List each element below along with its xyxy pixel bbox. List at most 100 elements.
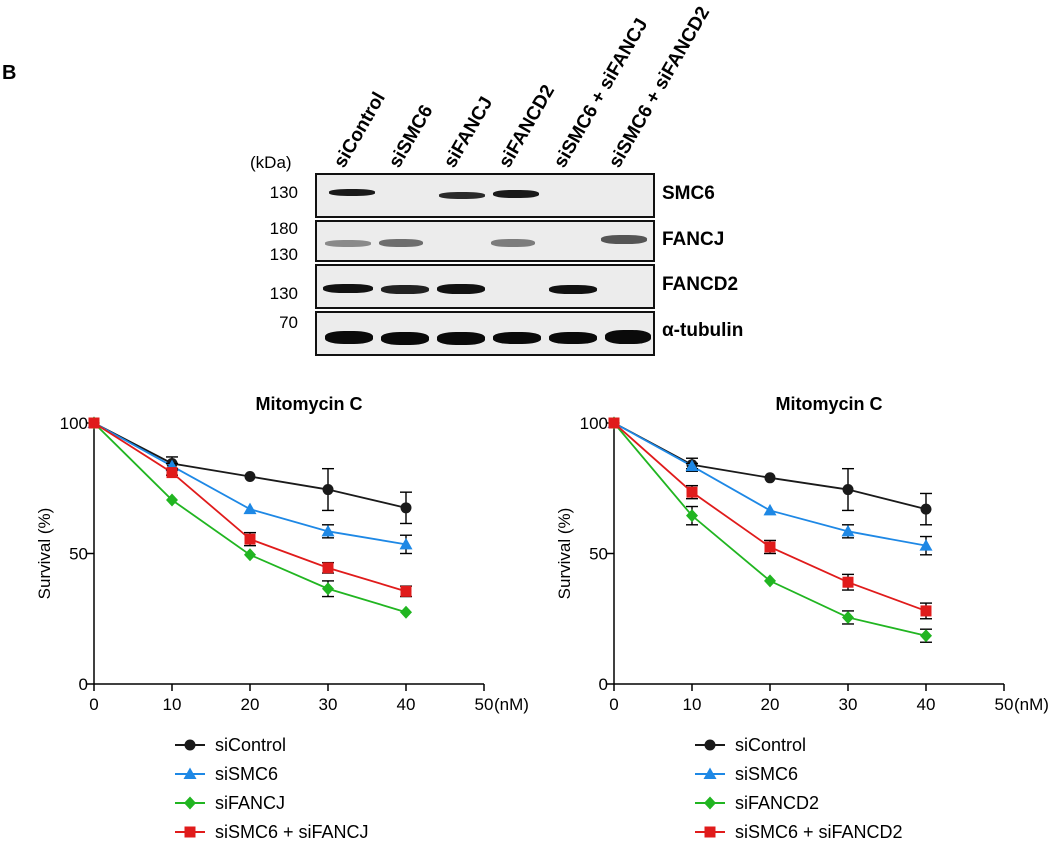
marker-diamond (704, 796, 716, 810)
band (493, 190, 539, 198)
band (329, 189, 375, 196)
marker-square (686, 486, 698, 498)
legend-item: siSMC6 + siFANCD2 (695, 822, 903, 842)
x-tick-label: 10 (163, 695, 182, 714)
mw-marker: 130 (269, 183, 298, 202)
marker-triangle (841, 524, 855, 537)
protein-label-smc6: SMC6 (662, 183, 715, 204)
legend-label: siSMC6 + siFANCD2 (735, 822, 903, 842)
x-tick-label: 20 (761, 695, 780, 714)
marker-circle (400, 502, 412, 514)
lane-label-sismc6: siSMC6 (384, 101, 438, 172)
kda-label: (kDa) (250, 153, 292, 172)
marker-diamond (920, 629, 932, 643)
marker-circle (244, 471, 256, 483)
band (381, 332, 429, 345)
mw-marker: 70 (279, 313, 298, 332)
band (437, 284, 485, 294)
legend-item: siSMC6 (175, 764, 278, 784)
y-axis-label: Survival (%) (555, 508, 574, 600)
band (437, 332, 485, 345)
marker-triangle (243, 502, 257, 515)
band (549, 332, 597, 344)
band (493, 332, 541, 344)
marker-square (244, 533, 256, 545)
lane-label-sismc6-sifancd2: siSMC6 + siFANCD2 (604, 3, 715, 172)
marker-square (184, 826, 196, 838)
series-line (93, 422, 407, 509)
band (439, 192, 485, 199)
x-axis-label: (nM) (494, 695, 529, 714)
marker-circle (920, 503, 932, 515)
blot-fancj (315, 220, 655, 262)
legend-label: siSMC6 (215, 764, 278, 784)
band (549, 285, 597, 294)
legend-label: siSMC6 + siFANCJ (215, 822, 369, 842)
legend-item: siControl (695, 735, 806, 755)
series-line (613, 422, 927, 511)
marker-square (842, 576, 854, 588)
marker-diamond (764, 574, 776, 588)
mw-marker: 180 (269, 219, 298, 238)
x-tick-label: 0 (609, 695, 618, 714)
y-tick-label: 0 (599, 675, 608, 694)
legend-label: siControl (215, 735, 286, 755)
series-sismc6-sifancd2 (608, 417, 932, 620)
mw-marker: 130 (269, 284, 298, 303)
series-line (613, 422, 927, 547)
marker-diamond (184, 796, 196, 810)
band (325, 331, 373, 344)
chart-title: Mitomycin C (775, 394, 882, 414)
x-tick-label: 40 (917, 695, 936, 714)
y-tick-label: 100 (580, 414, 608, 433)
x-tick-label: 50 (475, 695, 494, 714)
marker-square (920, 605, 932, 617)
blot-smc6 (315, 173, 655, 218)
chart-title: Mitomycin C (255, 394, 362, 414)
marker-triangle (919, 539, 933, 551)
x-tick-label: 50 (995, 695, 1014, 714)
mw-marker: 130 (269, 245, 298, 264)
legend-item: siSMC6 + siFANCJ (175, 822, 369, 842)
marker-circle (842, 484, 854, 496)
legend-item: siControl (175, 735, 286, 755)
legend-item: siFANCJ (175, 793, 285, 813)
marker-triangle (321, 524, 335, 537)
marker-square (88, 417, 100, 429)
y-axis-label: Survival (%) (35, 508, 54, 600)
band (325, 240, 371, 247)
x-tick-label: 10 (683, 695, 702, 714)
legend-label: siControl (735, 735, 806, 755)
x-tick-label: 0 (89, 695, 98, 714)
marker-diamond (244, 548, 256, 562)
marker-diamond (400, 605, 412, 619)
x-tick-label: 30 (319, 695, 338, 714)
series-line (613, 422, 927, 637)
series-line (93, 422, 407, 614)
legend-label: siFANCJ (215, 793, 285, 813)
band (379, 239, 423, 247)
band (381, 285, 429, 294)
y-tick-label: 0 (79, 675, 88, 694)
series-sifancd2 (608, 416, 932, 643)
x-axis-label: (nM) (1014, 695, 1049, 714)
x-tick-label: 40 (397, 695, 416, 714)
protein-label-tubulin: α-tubulin (662, 320, 744, 341)
legend-item: siFANCD2 (695, 793, 819, 813)
series-sismc6-sifancj (88, 417, 412, 598)
lane-label-sicontrol: siControl (329, 88, 390, 172)
y-tick-label: 50 (69, 545, 88, 564)
marker-square (322, 562, 334, 574)
blot-fancd2 (315, 264, 655, 309)
marker-triangle (703, 767, 717, 779)
marker-diamond (166, 493, 178, 507)
marker-diamond (842, 610, 854, 624)
marker-triangle (399, 537, 413, 550)
marker-diamond (686, 509, 698, 523)
y-tick-label: 100 (60, 414, 88, 433)
x-tick-label: 30 (839, 695, 858, 714)
lane-label-sifancj: siFANCJ (439, 93, 498, 172)
marker-triangle (685, 459, 699, 472)
